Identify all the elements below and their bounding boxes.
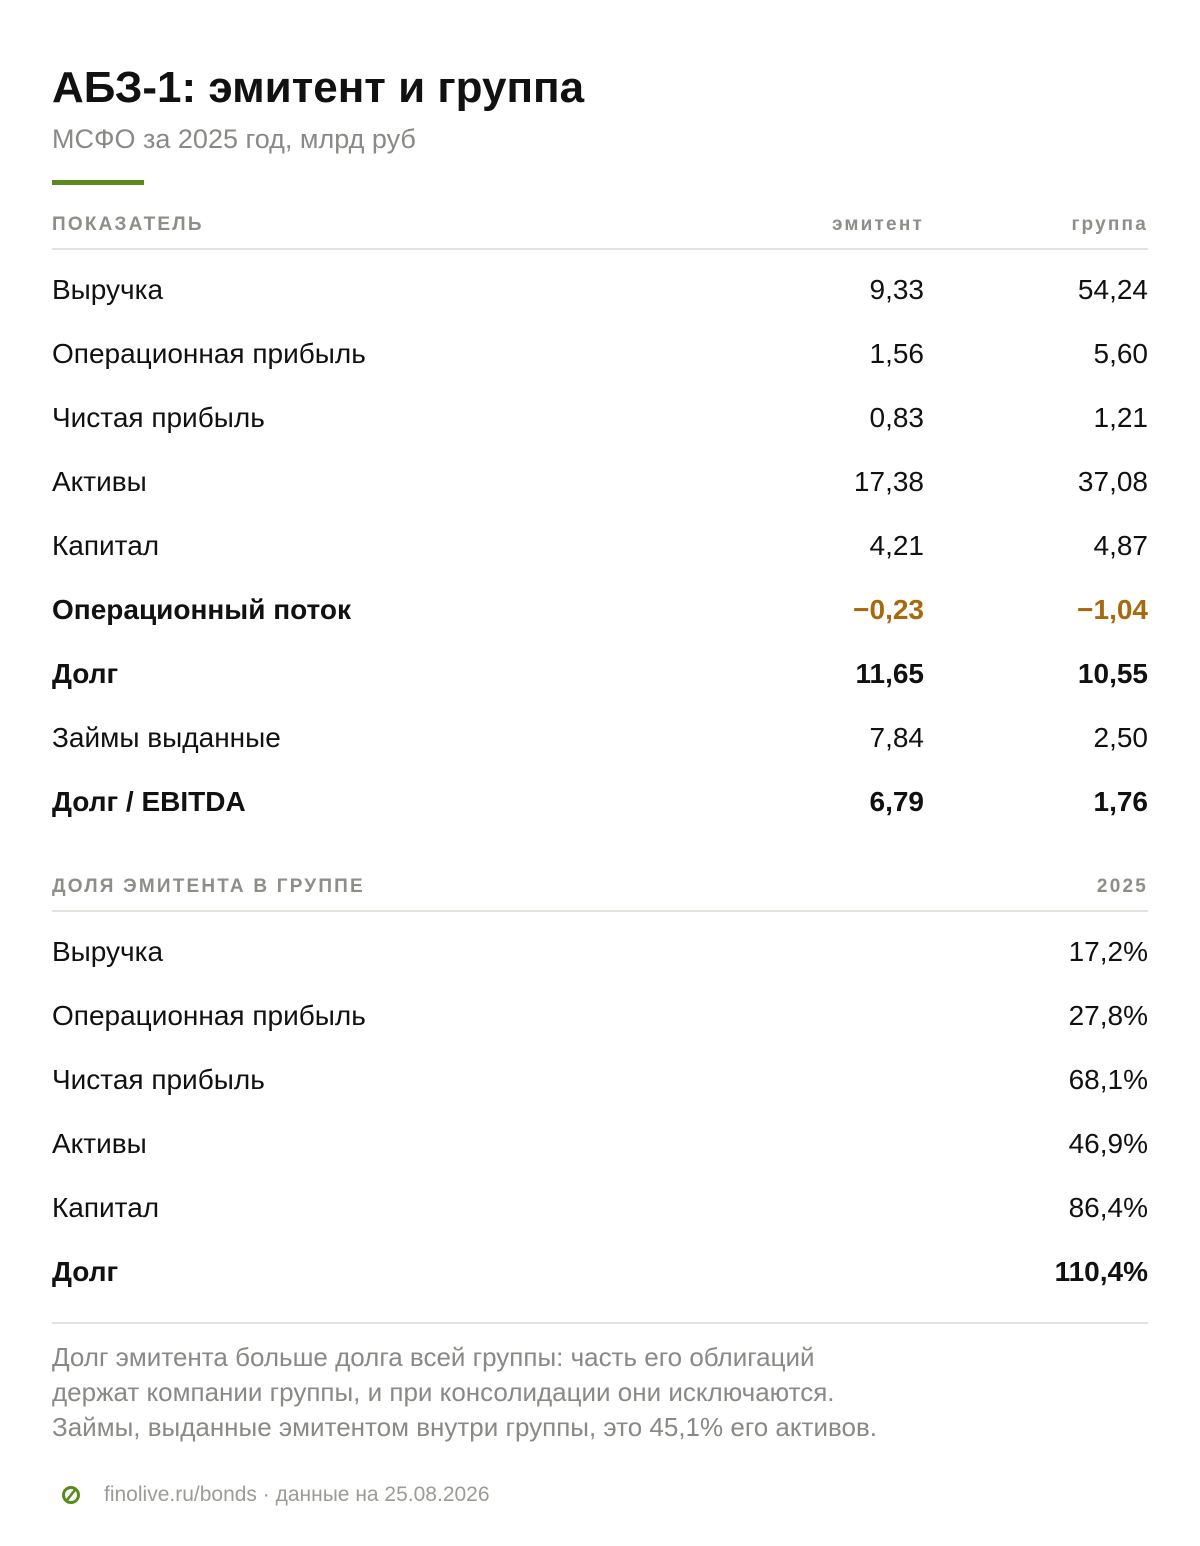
table1-col-group: группа: [1071, 214, 1148, 235]
table1-col-indicator: ПОКАЗАТЕЛЬ: [52, 214, 204, 235]
table-row: Капитал 4,21 4,87: [52, 526, 1148, 566]
row-label: Чистая прибыль: [52, 402, 265, 433]
row-label: Операционная прибыль: [52, 338, 366, 369]
row-share-value: 17,2%: [1068, 936, 1148, 967]
table-row: Активы 46,9%: [52, 1124, 1148, 1164]
row-share-value: 110,4%: [1054, 1256, 1148, 1287]
row-group-value: 1,21: [1093, 402, 1149, 433]
table-row: Займы выданные 7,84 2,50: [52, 718, 1148, 758]
row-label: Капитал: [52, 1192, 160, 1223]
row-share-value: 68,1%: [1068, 1064, 1148, 1095]
row-issuer-value: 6,79: [869, 786, 925, 817]
row-label: Долг: [52, 658, 119, 689]
row-label: Активы: [52, 1128, 147, 1159]
row-group-value: 2,50: [1093, 722, 1149, 753]
footnote-line: держат компании группы, и при консолидац…: [52, 1377, 835, 1407]
footnote-line: Займы, выданные эмитентом внутри группы,…: [52, 1412, 877, 1442]
table1-col-issuer: эмитент: [831, 214, 924, 235]
row-label: Чистая прибыль: [52, 1064, 265, 1095]
row-label: Операционный поток: [52, 594, 351, 625]
table-row: Долг / EBITDA 6,79 1,76: [52, 782, 1148, 822]
table-row: Активы 17,38 37,08: [52, 462, 1148, 502]
table2-header: ДОЛЯ ЭМИТЕНТА В ГРУППЕ 2025: [52, 872, 1148, 902]
row-issuer-value: 17,38: [853, 466, 924, 497]
row-label: Активы: [52, 466, 147, 497]
row-group-value: 37,08: [1077, 466, 1148, 497]
footnote-line: Долг эмитента больше долга всей группы: …: [52, 1342, 815, 1372]
table-row: Операционная прибыль 27,8%: [52, 996, 1148, 1036]
row-group-value: 5,60: [1093, 338, 1149, 369]
footnote: Долг эмитента больше долга всей группы: …: [52, 1340, 1052, 1445]
table2-col-indicator: ДОЛЯ ЭМИТЕНТА В ГРУППЕ: [52, 876, 365, 897]
row-issuer-value: 9,33: [869, 274, 925, 305]
row-group-value: −1,04: [1077, 594, 1148, 625]
row-label: Займы выданные: [52, 722, 281, 753]
table-row: Операционная прибыль 1,56 5,60: [52, 334, 1148, 374]
row-label: Долг / EBITDA: [52, 786, 246, 817]
page-subtitle: МСФО за 2025 год, млрд руб: [52, 124, 416, 154]
row-group-value: 10,55: [1077, 658, 1148, 689]
table-row: Чистая прибыль 0,83 1,21: [52, 398, 1148, 438]
finolive-logo-icon: [62, 1486, 80, 1504]
row-share-value: 86,4%: [1068, 1192, 1148, 1223]
table2-divider: [52, 910, 1148, 912]
footer: finolive.ru/bonds · данные на 25.08.2026: [52, 1480, 1148, 1510]
table1-divider: [52, 248, 1148, 250]
row-issuer-value: 1,56: [869, 338, 925, 369]
row-issuer-value: 7,84: [869, 722, 925, 753]
row-group-value: 54,24: [1077, 274, 1148, 305]
accent-bar: [52, 180, 144, 185]
table2-col-year: 2025: [1096, 876, 1148, 897]
row-issuer-value: −0,23: [853, 594, 924, 625]
table-row: Долг 11,65 10,55: [52, 654, 1148, 694]
row-label: Капитал: [52, 530, 160, 561]
row-label: Долг: [52, 1256, 119, 1287]
row-label: Выручка: [52, 936, 164, 967]
row-group-value: 1,76: [1093, 786, 1149, 817]
table-row: Капитал 86,4%: [52, 1188, 1148, 1228]
table-row: Выручка 9,33 54,24: [52, 270, 1148, 310]
row-label: Выручка: [52, 274, 164, 305]
note-divider: [52, 1322, 1148, 1324]
row-issuer-value: 11,65: [855, 658, 924, 689]
row-group-value: 4,87: [1093, 530, 1149, 561]
row-label: Операционная прибыль: [52, 1000, 366, 1031]
table-row: Чистая прибыль 68,1%: [52, 1060, 1148, 1100]
table-row: Выручка 17,2%: [52, 932, 1148, 972]
table-row: Долг 110,4%: [52, 1252, 1148, 1292]
row-issuer-value: 0,83: [869, 402, 925, 433]
row-share-value: 27,8%: [1068, 1000, 1148, 1031]
table1-header: ПОКАЗАТЕЛЬ эмитент группа: [52, 210, 1148, 240]
page-title: АБЗ-1: эмитент и группа: [52, 63, 585, 112]
row-share-value: 46,9%: [1068, 1128, 1148, 1159]
source-link[interactable]: finolive.ru/bonds · данные на 25.08.2026: [104, 1483, 490, 1506]
table-row: Операционный поток −0,23 −1,04: [52, 590, 1148, 630]
row-issuer-value: 4,21: [869, 530, 925, 561]
